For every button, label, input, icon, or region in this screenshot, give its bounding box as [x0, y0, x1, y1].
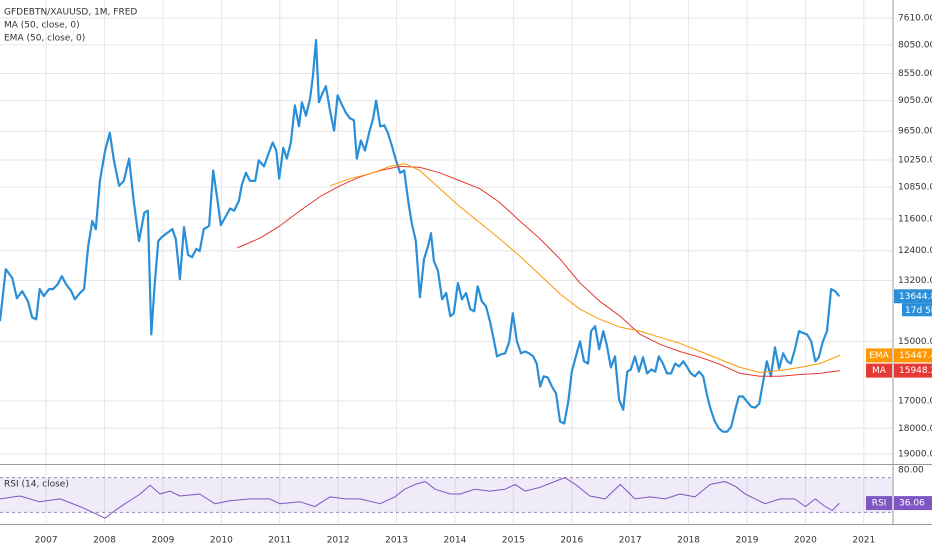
series-line: [0, 39, 841, 433]
tag-label-box: [866, 496, 892, 511]
x-tick-label: 2012: [327, 536, 350, 546]
x-tick-label: 2009: [151, 536, 174, 546]
x-tick-label: 2015: [502, 536, 525, 546]
y-tick-label: 8550.00: [898, 69, 932, 79]
y-tick-label: 10850.00: [898, 183, 932, 193]
x-tick-label: 2018: [677, 536, 700, 546]
y-tick-label: 9050.00: [898, 96, 932, 106]
price-tag: [894, 289, 932, 304]
legend-entry: EMA (50, close, 0): [4, 34, 85, 44]
y-tick-label: 80.00: [898, 466, 924, 476]
price-tag: [894, 363, 932, 378]
price-tag-label: 15447.43: [899, 351, 932, 361]
x-tick-label: 2021: [852, 536, 875, 546]
x-tick-label: 2008: [93, 536, 116, 546]
legend-entry: RSI (14, close): [4, 480, 69, 490]
y-tick-label: 17000.00: [898, 397, 932, 407]
x-tick-label: 2013: [385, 536, 408, 546]
y-tick-label: 11600.00: [898, 214, 932, 224]
tag-label: EMA: [869, 351, 889, 361]
y-tick-label: 19000.00: [898, 450, 932, 460]
series-line: [236, 165, 840, 377]
x-tick-label: 2011: [268, 536, 291, 546]
legend-entry: MA (50, close, 0): [4, 21, 80, 31]
y-tick-label: 13200.00: [898, 276, 932, 286]
y-tick-label: 9650.00: [898, 127, 932, 137]
x-tick-label: 2007: [35, 536, 58, 546]
tag-label: MA: [872, 366, 887, 376]
rsi-band: [0, 477, 893, 513]
countdown: 17d 5h: [905, 306, 932, 316]
x-tick-label: 2016: [560, 536, 583, 546]
y-tick-label: 10250.00: [898, 155, 932, 165]
legend-entry: GFDEBTN/XAUUSD, 1M, FRED: [4, 8, 137, 18]
price-tag-label: 15948.24: [899, 366, 932, 376]
x-tick-label: 2014: [444, 536, 467, 546]
price-tag: [894, 496, 932, 511]
x-tick-label: 2020: [794, 536, 817, 546]
y-tick-label: 18000.00: [898, 424, 932, 434]
countdown-box: [902, 303, 932, 317]
x-tick-label: 2019: [736, 536, 759, 546]
tag-label-box: [866, 363, 892, 378]
series-line: [0, 477, 840, 519]
x-tick-label: 2017: [619, 536, 642, 546]
series-line: [329, 163, 841, 373]
x-tick-label: 2010: [210, 536, 233, 546]
y-tick-label: 7610.00: [898, 14, 932, 24]
price-tag-label: 13644.86: [899, 292, 932, 302]
price-tag-label: 36.06: [899, 499, 925, 509]
y-tick-label: 8050.00: [898, 40, 932, 50]
tag-label-box: [866, 348, 892, 363]
tag-label: RSI: [872, 499, 887, 509]
y-tick-label: 12400.00: [898, 246, 932, 256]
y-tick-label: 15000.00: [898, 337, 932, 347]
price-tag: [894, 348, 932, 363]
